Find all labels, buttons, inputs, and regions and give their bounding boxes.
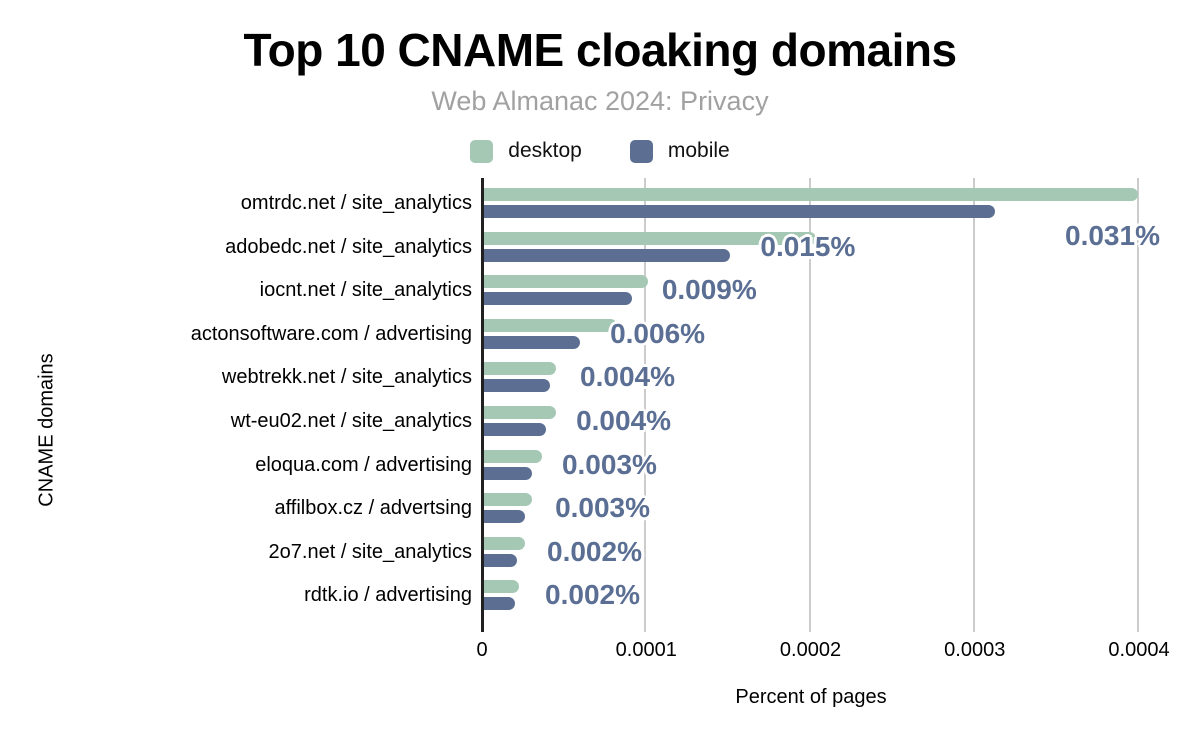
bar-desktop xyxy=(484,318,618,332)
bar-mobile xyxy=(484,379,551,393)
category-label: omtrdc.net / site_analytics xyxy=(240,192,472,214)
x-tick-label-0.0003: 0.0003 xyxy=(944,639,1006,661)
bar-mobile xyxy=(484,466,532,480)
value-label: 0.004% xyxy=(576,405,672,436)
bar-mobile xyxy=(484,248,731,262)
x-tick-label-0: 0 xyxy=(476,639,488,661)
chart-subtitle: Web Almanac 2024: Privacy xyxy=(431,86,769,116)
value-label: 0.003% xyxy=(561,448,657,480)
legend-swatch-mobile xyxy=(629,139,653,163)
bar-mobile xyxy=(484,335,581,349)
bar-mobile xyxy=(484,510,526,524)
gridline-0.0001 xyxy=(644,178,647,632)
bar-desktop xyxy=(484,580,519,594)
value-label: 0.031% xyxy=(1065,220,1160,251)
gridline-0.0003 xyxy=(972,178,975,632)
value-label: 0.009% xyxy=(661,274,757,306)
value-label: 0.006% xyxy=(610,317,706,349)
value-label: 0.002% xyxy=(545,579,640,611)
category-label: iocnt.net / site_analytics xyxy=(259,279,472,302)
category-label: adobedc.net / site_analytics xyxy=(225,235,472,258)
bar-mobile xyxy=(484,205,995,218)
y-axis-line xyxy=(481,178,484,622)
bar-desktop xyxy=(484,536,526,550)
category-label: affilbox.cz / advertsing xyxy=(274,497,472,520)
value-label: 0.002% xyxy=(547,535,642,567)
bar-desktop xyxy=(484,188,1138,201)
bar-desktop xyxy=(484,362,556,376)
value-label: 0.003% xyxy=(555,492,651,524)
legend: desktop mobile xyxy=(0,139,1200,163)
bar-mobile xyxy=(484,423,547,436)
x-axis-title: Percent of pages xyxy=(735,686,887,708)
value-label: 0.015% xyxy=(760,230,856,262)
bar-mobile xyxy=(484,553,517,567)
legend-label-desktop: desktop xyxy=(508,139,582,162)
gridline-0.0004 xyxy=(1137,178,1139,632)
category-label: actonsoftware.com / advertising xyxy=(190,322,472,345)
bar-desktop xyxy=(484,449,542,463)
category-label: rdtk.io / advertising xyxy=(304,584,472,607)
bar-desktop xyxy=(484,406,556,419)
category-label: wt-eu02.net / site_analytics xyxy=(230,410,472,432)
category-label: eloqua.com / advertising xyxy=(255,453,472,476)
bar-desktop xyxy=(484,231,816,245)
x-tick-label-0.0001: 0.0001 xyxy=(615,639,677,661)
bar-desktop xyxy=(484,493,532,507)
legend-label-mobile: mobile xyxy=(667,139,730,162)
x-axis-zero-tick xyxy=(481,622,484,632)
legend-item-mobile: mobile xyxy=(629,139,730,163)
legend-swatch-desktop xyxy=(470,139,494,163)
x-tick-label-0.0002: 0.0002 xyxy=(779,639,842,661)
gridline-0.0002 xyxy=(808,178,811,632)
bar-mobile xyxy=(484,292,632,306)
bar-desktop xyxy=(484,275,649,289)
legend-item-desktop: desktop xyxy=(470,139,582,163)
category-label: 2o7.net / site_analytics xyxy=(268,540,472,563)
bar-mobile xyxy=(484,597,516,611)
y-axis-title: CNAME domains xyxy=(35,353,58,507)
value-label: 0.004% xyxy=(580,361,675,393)
x-tick-label-0.0004: 0.0004 xyxy=(1108,639,1170,661)
category-label: webtrekk.net / site_analytics xyxy=(221,366,472,389)
chart-title: Top 10 CNAME cloaking domains xyxy=(243,24,957,76)
